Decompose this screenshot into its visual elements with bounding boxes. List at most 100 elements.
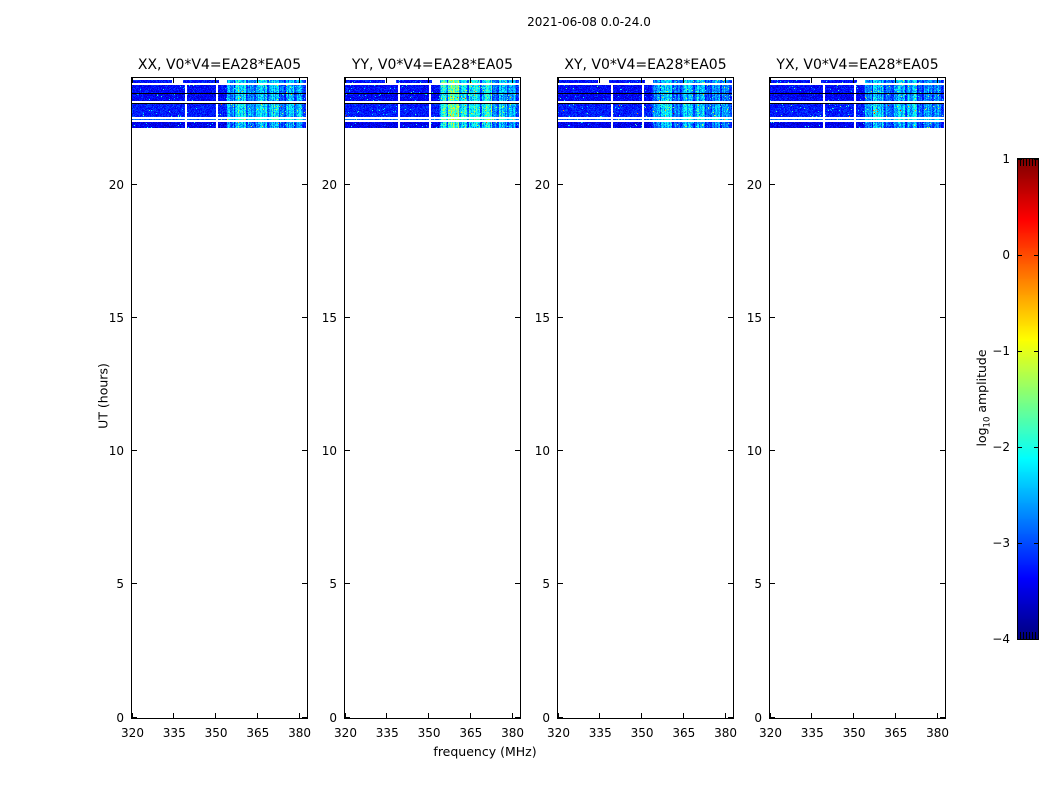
x-tick-mark	[599, 713, 601, 718]
y-tick-mark	[940, 583, 945, 585]
y-tick-mark	[132, 450, 137, 452]
x-tick-mark	[344, 78, 346, 83]
y-tick-mark	[770, 583, 775, 585]
x-tick-mark	[769, 713, 771, 718]
colorbar-label-rest: amplitude	[973, 349, 989, 417]
y-tick-label: 5	[329, 577, 337, 592]
x-tick-label: 365	[459, 726, 483, 740]
y-tick-mark	[515, 317, 520, 319]
y-tick-mark	[558, 716, 563, 718]
x-tick-mark	[894, 78, 896, 83]
colorbar-end-hatch	[1026, 632, 1027, 639]
y-tick-mark	[770, 317, 775, 319]
x-tick-mark	[469, 713, 471, 718]
x-tick-label: 350	[842, 726, 866, 740]
y-tick-mark	[728, 583, 733, 585]
x-tick-mark	[724, 713, 726, 718]
y-tick-mark	[132, 317, 137, 319]
x-tick-mark	[386, 78, 388, 83]
y-tick-mark	[345, 583, 350, 585]
colorbar-end-hatch	[1032, 632, 1033, 639]
panel-title-yy: YY, V0*V4=EA28*EA05	[351, 57, 514, 73]
x-tick-mark	[641, 713, 643, 718]
y-tick-mark	[302, 317, 307, 319]
y-tick-mark	[558, 184, 563, 185]
y-tick-mark	[558, 317, 563, 319]
x-tick-label: 350	[417, 726, 441, 740]
x-tick-mark	[215, 713, 217, 718]
colorbar-end-hatch	[1029, 159, 1030, 166]
y-tick-label: 0	[542, 710, 550, 725]
y-tick-label: 10	[534, 444, 550, 459]
y-tick-label: 0	[754, 710, 762, 725]
y-tick-label: 15	[321, 311, 337, 326]
x-tick-mark	[344, 713, 346, 718]
x-tick-mark	[256, 713, 258, 718]
spectrogram-panel-yy	[344, 77, 521, 719]
colorbar-tick-label: −2	[992, 440, 1010, 454]
x-tick-mark	[131, 78, 133, 83]
x-tick-label: 335	[800, 726, 824, 740]
x-tick-label: 320	[759, 726, 782, 740]
x-tick-label: 365	[672, 726, 696, 740]
colorbar-end-hatch	[1035, 632, 1036, 639]
colorbar-tick-mark	[1034, 158, 1038, 160]
y-tick-label: 10	[108, 444, 124, 459]
colorbar-end-hatch	[1032, 159, 1033, 166]
x-tick-label: 335	[375, 726, 399, 740]
panel-title-yx: YX, V0*V4=EA28*EA05	[776, 57, 939, 73]
y-tick-label: 15	[108, 311, 124, 326]
x-tick-label: 350	[204, 726, 228, 740]
panel-title-xy: XY, V0*V4=EA28*EA05	[564, 57, 727, 73]
x-tick-mark	[557, 713, 559, 718]
colorbar-tick-label: −4	[992, 632, 1010, 646]
y-tick-mark	[728, 450, 733, 452]
y-tick-label: 20	[108, 178, 124, 192]
x-tick-mark	[641, 78, 643, 83]
y-tick-mark	[132, 716, 137, 718]
y-tick-label: 5	[754, 577, 762, 592]
colorbar-end-hatch	[1020, 632, 1021, 639]
x-tick-mark	[811, 713, 813, 718]
x-tick-mark	[173, 78, 175, 83]
y-tick-mark	[940, 716, 945, 718]
x-tick-mark	[811, 78, 813, 83]
colorbar-end-hatch	[1026, 159, 1027, 166]
x-tick-mark	[682, 713, 684, 718]
y-tick-label: 20	[321, 178, 337, 192]
colorbar-label: log10 amplitude	[974, 349, 993, 446]
y-tick-label: 0	[329, 710, 337, 725]
x-tick-mark	[557, 78, 559, 83]
y-axis-label: UT (hours)	[95, 363, 111, 429]
y-tick-mark	[132, 583, 137, 585]
x-tick-mark	[936, 78, 938, 83]
colorbar-end-hatch	[1020, 159, 1021, 166]
x-tick-label: 380	[926, 726, 949, 740]
x-tick-label: 320	[334, 726, 357, 740]
x-tick-mark	[215, 78, 217, 83]
spectrogram-data-canvas-xx	[132, 80, 306, 128]
colorbar	[1017, 158, 1039, 640]
colorbar-tick-mark	[1018, 158, 1022, 160]
y-tick-mark	[345, 184, 350, 185]
spectrogram-data-canvas-yx	[770, 80, 944, 128]
y-tick-mark	[940, 184, 945, 185]
x-tick-mark	[298, 713, 300, 718]
x-tick-mark	[853, 78, 855, 83]
y-tick-label: 15	[746, 311, 762, 326]
y-tick-mark	[728, 317, 733, 319]
y-tick-mark	[302, 716, 307, 718]
colorbar-tick-mark	[1034, 446, 1038, 448]
y-tick-label: 0	[116, 710, 124, 725]
x-tick-mark	[511, 713, 513, 718]
y-tick-label: 10	[746, 444, 762, 459]
colorbar-tick-label: −3	[992, 536, 1010, 550]
x-tick-mark	[769, 78, 771, 83]
colorbar-tick-mark	[1034, 350, 1038, 352]
x-tick-label: 380	[714, 726, 737, 740]
x-tick-mark	[724, 78, 726, 83]
x-tick-mark	[511, 78, 513, 83]
y-tick-mark	[345, 450, 350, 452]
x-tick-mark	[428, 713, 430, 718]
colorbar-tick-label: 1	[1002, 152, 1010, 166]
